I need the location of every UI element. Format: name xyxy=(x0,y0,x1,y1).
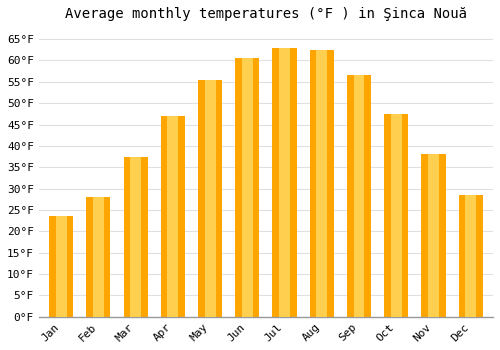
Bar xyxy=(279,48,290,317)
Bar xyxy=(384,114,408,317)
Bar xyxy=(347,75,371,317)
Bar xyxy=(422,154,446,317)
Bar xyxy=(160,116,185,317)
Bar xyxy=(124,156,148,317)
Bar xyxy=(272,48,296,317)
Bar xyxy=(316,50,327,317)
Bar xyxy=(168,116,178,317)
Bar xyxy=(204,80,216,317)
Bar xyxy=(458,195,483,317)
Bar xyxy=(235,58,260,317)
Bar xyxy=(130,156,141,317)
Bar xyxy=(242,58,253,317)
Bar xyxy=(56,216,66,317)
Bar xyxy=(310,50,334,317)
Bar xyxy=(49,216,73,317)
Bar xyxy=(354,75,364,317)
Bar xyxy=(428,154,439,317)
Bar xyxy=(86,197,110,317)
Bar xyxy=(391,114,402,317)
Bar xyxy=(198,80,222,317)
Bar xyxy=(93,197,104,317)
Title: Average monthly temperatures (°F ) in Şinca Nouă: Average monthly temperatures (°F ) in Şi… xyxy=(65,7,467,21)
Bar xyxy=(466,195,476,317)
